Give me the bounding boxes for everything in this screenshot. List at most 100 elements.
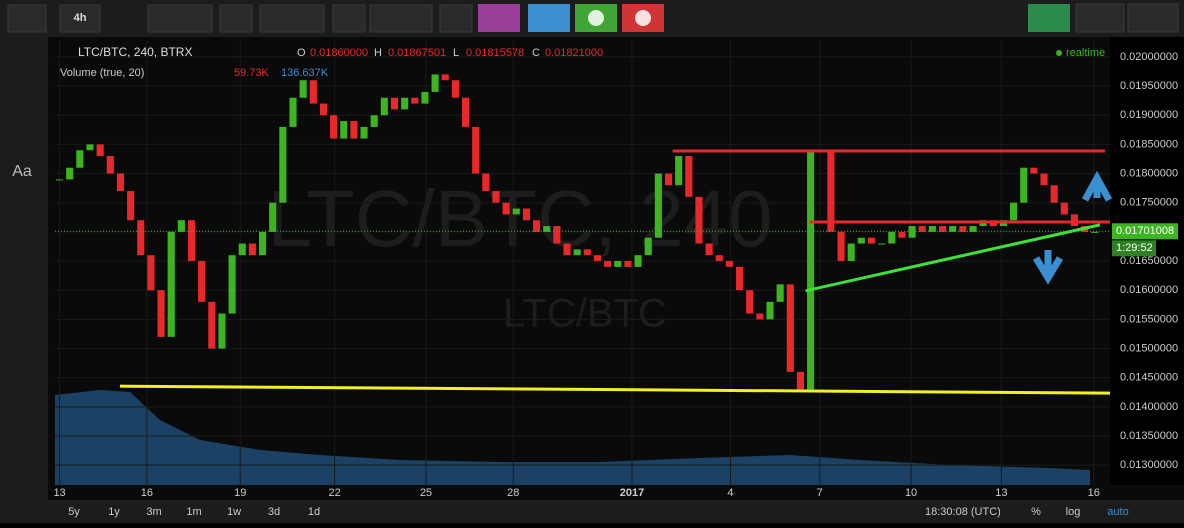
candle (1020, 167, 1028, 203)
candle (898, 231, 906, 238)
range-button[interactable]: 3d (268, 506, 280, 518)
o-value: 0.01860000 (310, 47, 368, 59)
log-toggle[interactable]: log (1066, 506, 1081, 518)
x-tick-label: 4 (727, 487, 733, 499)
o-label: O (297, 47, 306, 59)
candle (319, 103, 327, 116)
range-button[interactable]: 1d (308, 506, 320, 518)
candle (472, 126, 480, 174)
candle (644, 237, 652, 256)
candle (573, 249, 581, 256)
candle (269, 202, 277, 232)
fullscreen-button[interactable] (439, 4, 473, 33)
save-button[interactable] (1127, 3, 1179, 33)
y-tick-label: 0.01900000 (1120, 109, 1178, 121)
candle (116, 173, 125, 192)
candle (167, 231, 175, 337)
last-price: 0.01701008 (1116, 225, 1174, 237)
candle (248, 243, 256, 256)
alert-button[interactable] (528, 4, 570, 32)
undo-redo-button[interactable] (369, 4, 433, 33)
y-tick-label: 0.01950000 (1120, 80, 1178, 92)
candle (847, 243, 855, 262)
x-tick-label: 19 (234, 487, 246, 499)
candle (1010, 202, 1018, 221)
candle (604, 261, 612, 267)
percent-toggle[interactable]: % (1031, 506, 1041, 518)
x-tick-label: 2017 (620, 487, 644, 499)
chart-style-button[interactable] (147, 4, 213, 33)
y-tick-label: 0.01650000 (1120, 255, 1178, 267)
candle (411, 97, 419, 104)
h-value: 0.01867501 (388, 47, 446, 59)
auto-toggle[interactable]: auto (1107, 506, 1128, 518)
y-tick-label: 0.01850000 (1120, 138, 1178, 150)
candle (583, 249, 591, 256)
y-tick-label: 0.01550000 (1120, 313, 1178, 325)
candle (137, 220, 145, 256)
candle (1050, 185, 1058, 203)
candle (1030, 167, 1038, 174)
indicators-button[interactable] (259, 4, 325, 33)
bottom-bar (0, 500, 1184, 523)
candle (725, 261, 733, 267)
candle (299, 80, 307, 98)
text-tool[interactable]: Aa (12, 163, 32, 180)
candle (624, 261, 632, 267)
candle (736, 266, 744, 291)
candle (908, 226, 916, 238)
candle (360, 126, 368, 139)
y-tick-label: 0.01450000 (1120, 372, 1178, 384)
range-buttons[interactable]: 5y 1y 3m 1m 1w 3d 1d (68, 506, 320, 518)
range-button[interactable]: 1y (108, 506, 120, 518)
interval[interactable]: 4h (74, 12, 87, 24)
candle (350, 121, 358, 139)
settings-button[interactable] (219, 4, 253, 33)
toolbar-buttons[interactable]: 4h Aa (7, 3, 1179, 180)
x-tick-label: 10 (905, 487, 917, 499)
candle (380, 97, 388, 116)
x-tick-label: 13 (53, 487, 65, 499)
last-price-box (1112, 223, 1178, 240)
interval-button[interactable] (59, 4, 101, 33)
candle (857, 237, 865, 244)
range-button[interactable]: 5y (68, 506, 80, 518)
h-label: H (374, 47, 382, 59)
candle (1091, 231, 1099, 233)
candle (522, 208, 530, 221)
candle (512, 208, 520, 215)
snapshot-button[interactable] (1028, 4, 1070, 32)
clock: 18:30:08 (UTC) (925, 506, 1001, 518)
candle (177, 220, 185, 232)
c-value: 0.01821000 (545, 47, 603, 59)
y-tick-label: 0.01500000 (1120, 342, 1178, 354)
candle (695, 196, 703, 244)
candle (969, 226, 977, 232)
left-toolbar (0, 37, 48, 500)
range-button[interactable]: 3m (146, 506, 161, 518)
candle (401, 97, 409, 110)
candle (56, 179, 64, 181)
trend-line (805, 223, 1101, 293)
candle (715, 255, 723, 262)
candle (451, 80, 459, 98)
candle (309, 80, 317, 104)
load-button[interactable] (1075, 3, 1125, 33)
range-button[interactable]: 1m (186, 506, 201, 518)
y-tick-label: 0.01750000 (1120, 197, 1178, 209)
x-tick-label: 16 (141, 487, 153, 499)
candle (938, 226, 947, 232)
x-tick-label: 28 (507, 487, 519, 499)
candle (553, 226, 561, 244)
candle (634, 255, 642, 267)
y-tick-label: 0.02000000 (1120, 51, 1178, 63)
widget-button[interactable] (478, 4, 520, 32)
candle (614, 261, 622, 267)
candle (431, 74, 439, 92)
range-button[interactable]: 1w (227, 506, 241, 518)
candle (66, 167, 74, 180)
crosshair-button[interactable] (7, 4, 47, 33)
compare-button[interactable] (332, 4, 366, 33)
candle (888, 231, 896, 244)
